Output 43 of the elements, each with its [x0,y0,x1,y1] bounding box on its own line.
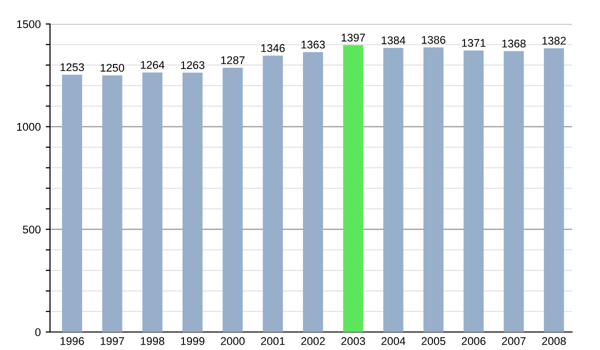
bar [182,72,203,332]
bar [62,74,82,332]
x-tick-label: 2003 [341,337,366,346]
x-tick-label: 1999 [181,337,204,346]
bar [222,68,243,332]
data-label: 1287 [221,56,244,64]
y-tick-label: 1000 [17,122,41,131]
bar [262,56,283,332]
y-tick-label: 1500 [17,20,41,28]
x-tick-label: 1998 [140,337,164,346]
x-tick-label: 1997 [100,337,124,346]
x-tick-label: 2001 [261,337,285,346]
bar [423,47,444,332]
bar [102,75,122,332]
data-label: 1384 [382,36,406,44]
data-label: 1371 [462,39,486,47]
data-label: 1397 [342,34,365,42]
x-tick-label: 2002 [301,337,325,346]
data-label: 1346 [261,44,285,52]
bar [343,45,364,332]
x-tick-label: 2006 [462,337,486,346]
bar [383,48,404,332]
x-tick-label: 2005 [422,337,446,346]
data-label: 1250 [100,64,124,72]
bar [504,51,524,332]
data-label: 1263 [181,61,204,70]
x-tick-label: 1996 [60,337,84,346]
bar [142,72,162,332]
data-label: 1368 [502,40,526,48]
x-tick-label: 2007 [502,337,526,346]
x-tick-label: 2004 [382,337,406,346]
bar [544,48,564,332]
x-tick-label: 2000 [220,337,245,346]
data-label: 1264 [140,61,164,69]
data-label: 1382 [542,36,566,45]
x-tick-label: 2008 [542,337,566,346]
data-label: 1386 [422,36,446,44]
y-tick-label: 500 [22,226,41,234]
y-tick-label: 0 [35,328,41,336]
bar [464,50,484,332]
data-label: 1253 [60,63,84,72]
bar [302,52,324,332]
data-label: 1363 [301,40,325,49]
